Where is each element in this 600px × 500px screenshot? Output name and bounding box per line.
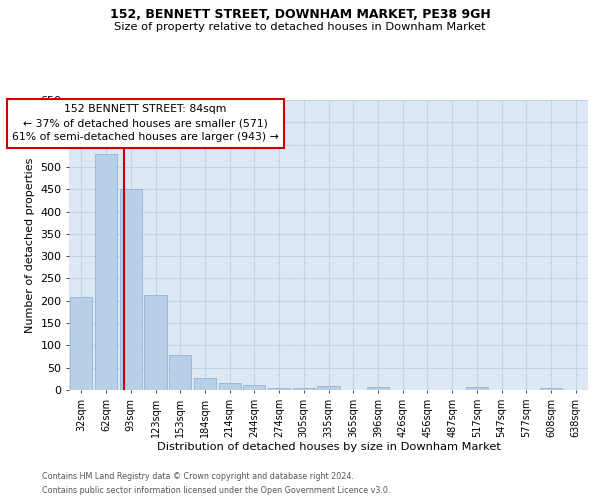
Bar (218, 384, 241, 390)
Text: Contains HM Land Registry data © Crown copyright and database right 2024.: Contains HM Land Registry data © Crown c… (42, 472, 354, 481)
Text: Distribution of detached houses by size in Downham Market: Distribution of detached houses by size … (157, 442, 501, 452)
Bar (95, 154, 117, 390)
Bar (70, 297, 92, 390)
Bar (243, 384, 265, 390)
Text: 152 BENNETT STREET: 84sqm
← 37% of detached houses are smaller (571)
61% of semi: 152 BENNETT STREET: 84sqm ← 37% of detac… (12, 104, 279, 142)
Bar (466, 388, 488, 390)
Bar (169, 355, 191, 390)
Bar (317, 386, 340, 390)
Bar (293, 388, 315, 390)
Bar (268, 388, 290, 390)
Bar (194, 378, 216, 390)
Bar (119, 189, 142, 390)
Bar (540, 388, 562, 390)
Bar (367, 388, 389, 390)
Text: Size of property relative to detached houses in Downham Market: Size of property relative to detached ho… (114, 22, 486, 32)
Text: 152, BENNETT STREET, DOWNHAM MARKET, PE38 9GH: 152, BENNETT STREET, DOWNHAM MARKET, PE3… (110, 8, 490, 20)
Text: Contains public sector information licensed under the Open Government Licence v3: Contains public sector information licen… (42, 486, 391, 495)
Y-axis label: Number of detached properties: Number of detached properties (25, 158, 35, 332)
Bar (145, 296, 167, 390)
